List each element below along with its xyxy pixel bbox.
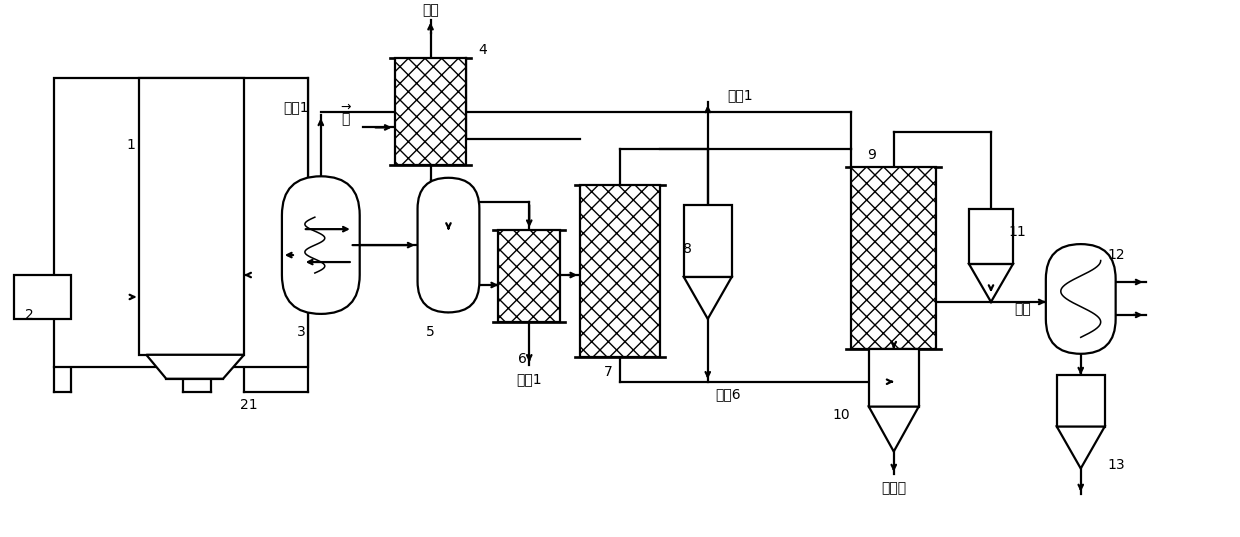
FancyBboxPatch shape — [418, 178, 480, 313]
FancyBboxPatch shape — [281, 176, 360, 314]
Bar — [683, 205, 732, 277]
Bar — [498, 230, 560, 322]
Bar — [139, 77, 244, 355]
Text: 送入6: 送入6 — [715, 388, 740, 402]
Text: 11: 11 — [1008, 225, 1025, 239]
Bar — [968, 209, 1013, 264]
Text: 21: 21 — [241, 398, 258, 412]
Bar — [869, 349, 919, 407]
Bar — [14, 275, 72, 319]
Polygon shape — [146, 355, 244, 379]
Bar — [580, 185, 660, 357]
Text: 3: 3 — [296, 325, 305, 339]
Bar — [394, 57, 466, 165]
Text: 低聚物: 低聚物 — [882, 482, 906, 496]
Polygon shape — [1056, 426, 1105, 468]
Bar — [53, 77, 308, 367]
Text: 水: 水 — [341, 112, 350, 126]
Text: 1: 1 — [126, 139, 135, 153]
Text: 尾气: 尾气 — [422, 3, 439, 17]
Text: 6: 6 — [518, 352, 527, 366]
Polygon shape — [869, 407, 919, 452]
Text: 7: 7 — [604, 365, 613, 379]
Text: 丙腈: 丙腈 — [1014, 302, 1032, 316]
Text: 送入1: 送入1 — [283, 100, 309, 114]
Bar — [580, 185, 660, 357]
Text: 13: 13 — [1107, 458, 1126, 471]
Bar — [852, 168, 936, 349]
Text: 10: 10 — [832, 408, 851, 422]
Text: 2: 2 — [25, 308, 33, 322]
Polygon shape — [968, 264, 1013, 302]
Bar — [852, 168, 936, 349]
FancyBboxPatch shape — [1045, 244, 1116, 354]
Bar — [1056, 375, 1105, 426]
Text: 送入1: 送入1 — [727, 89, 753, 103]
Bar — [394, 57, 466, 165]
Text: 9: 9 — [867, 148, 875, 162]
Text: →: → — [341, 101, 351, 114]
Text: 5: 5 — [427, 325, 435, 339]
Text: 12: 12 — [1107, 248, 1126, 262]
Polygon shape — [683, 277, 732, 319]
Text: 8: 8 — [683, 242, 692, 256]
Text: 送入1: 送入1 — [516, 372, 542, 386]
Text: 4: 4 — [477, 42, 487, 56]
Bar — [498, 230, 560, 322]
